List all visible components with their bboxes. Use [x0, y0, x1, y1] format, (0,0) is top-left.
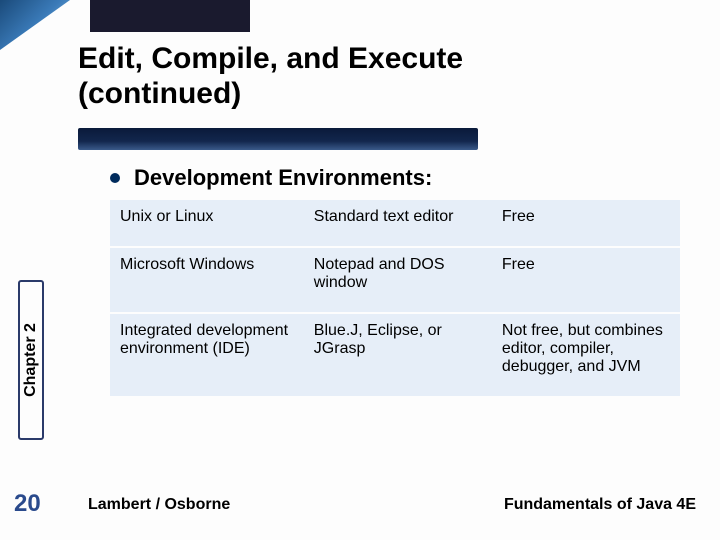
header-dark-block — [90, 0, 250, 32]
corner-decoration — [0, 0, 70, 50]
title-line-1: Edit, Compile, and Execute — [78, 42, 463, 75]
table-cell: Not free, but combines editor, compiler,… — [492, 313, 680, 396]
footer-authors: Lambert / Osborne — [88, 496, 230, 514]
bullet-row: Development Environments: — [110, 165, 432, 191]
title-line-2: (continued) — [78, 77, 241, 110]
title-underline-bar — [78, 128, 478, 150]
slide-title: Edit, Compile, and Execute (continued) — [78, 42, 463, 111]
table-row: Unix or Linux Standard text editor Free — [110, 200, 680, 247]
page-number: 20 — [14, 490, 41, 518]
table-row: Integrated development environment (IDE)… — [110, 313, 680, 396]
table-row: Microsoft Windows Notepad and DOS window… — [110, 247, 680, 313]
environments-table: Unix or Linux Standard text editor Free … — [110, 200, 680, 396]
chapter-label: Chapter 2 — [22, 323, 40, 397]
table-cell: Standard text editor — [304, 200, 492, 247]
table-cell: Free — [492, 247, 680, 313]
table-cell: Integrated development environment (IDE) — [110, 313, 304, 396]
chapter-tab: Chapter 2 — [18, 280, 44, 440]
bullet-icon — [110, 173, 120, 183]
table-cell: Notepad and DOS window — [304, 247, 492, 313]
bullet-heading: Development Environments: — [134, 165, 432, 191]
footer-book-title: Fundamentals of Java 4E — [504, 496, 696, 514]
table-cell: Blue.J, Eclipse, or JGrasp — [304, 313, 492, 396]
table-cell: Microsoft Windows — [110, 247, 304, 313]
table-cell: Free — [492, 200, 680, 247]
table-cell: Unix or Linux — [110, 200, 304, 247]
